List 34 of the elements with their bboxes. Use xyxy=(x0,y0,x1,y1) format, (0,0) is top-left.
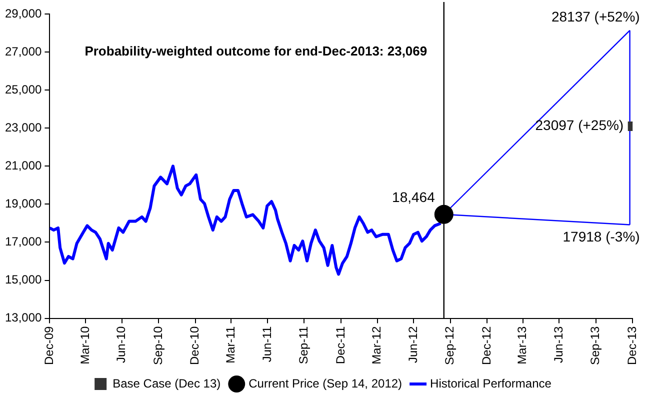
y-tick-label: 23,000 xyxy=(5,120,42,134)
y-tick-label: 15,000 xyxy=(5,272,42,287)
x-tick-label: Sep-10 xyxy=(150,326,165,366)
x-tick-label: Dec-09 xyxy=(42,326,56,365)
y-tick-label: 13,000 xyxy=(5,310,42,325)
x-tick-label: Sep-12 xyxy=(442,326,457,366)
x-tick-label: Mar-11 xyxy=(224,326,238,364)
x-tick-label: Sep-11 xyxy=(296,326,311,364)
legend-label: Historical Performance xyxy=(430,376,552,390)
x-tick-label: Dec-10 xyxy=(188,326,202,365)
x-tick-label: Mar-10 xyxy=(78,326,92,364)
y-tick-label: 27,000 xyxy=(5,44,42,58)
annotation: Probability-weighted outcome for end-Dec-2013: 23,069 xyxy=(84,44,428,59)
data-label: 23097 (+25%) xyxy=(535,117,624,134)
y-tick-label: 17,000 xyxy=(5,234,42,249)
y-tick-label: 19,000 xyxy=(5,196,42,211)
data-label: 28137 (+52%) xyxy=(551,8,640,24)
y-tick-label: 25,000 xyxy=(5,82,42,96)
x-tick-label: Jun-13 xyxy=(552,326,566,364)
x-tick-label: Mar-12 xyxy=(370,326,384,364)
x-tick-label: Sep-13 xyxy=(588,326,602,366)
x-tick-label: Mar-13 xyxy=(515,326,530,364)
x-tick-label: Dec-12 xyxy=(479,326,494,365)
legend-label: Base Case (Dec 13) xyxy=(112,376,221,390)
legend-label: Current Price (Sep 14, 2012) xyxy=(248,376,402,390)
y-tick-label: 21,000 xyxy=(5,158,42,172)
x-tick-label: Jun-11 xyxy=(260,326,274,362)
x-tick-label: Jun-12 xyxy=(406,326,420,364)
y-tick-label: 29,000 xyxy=(5,6,42,20)
data-label: 17918 (-3%) xyxy=(562,228,640,245)
data-label: 18,464 xyxy=(392,189,436,206)
x-tick-label: Jun-10 xyxy=(114,326,128,364)
x-tick-label: Dec-13 xyxy=(624,326,639,365)
x-tick-label: Dec-11 xyxy=(333,326,348,364)
